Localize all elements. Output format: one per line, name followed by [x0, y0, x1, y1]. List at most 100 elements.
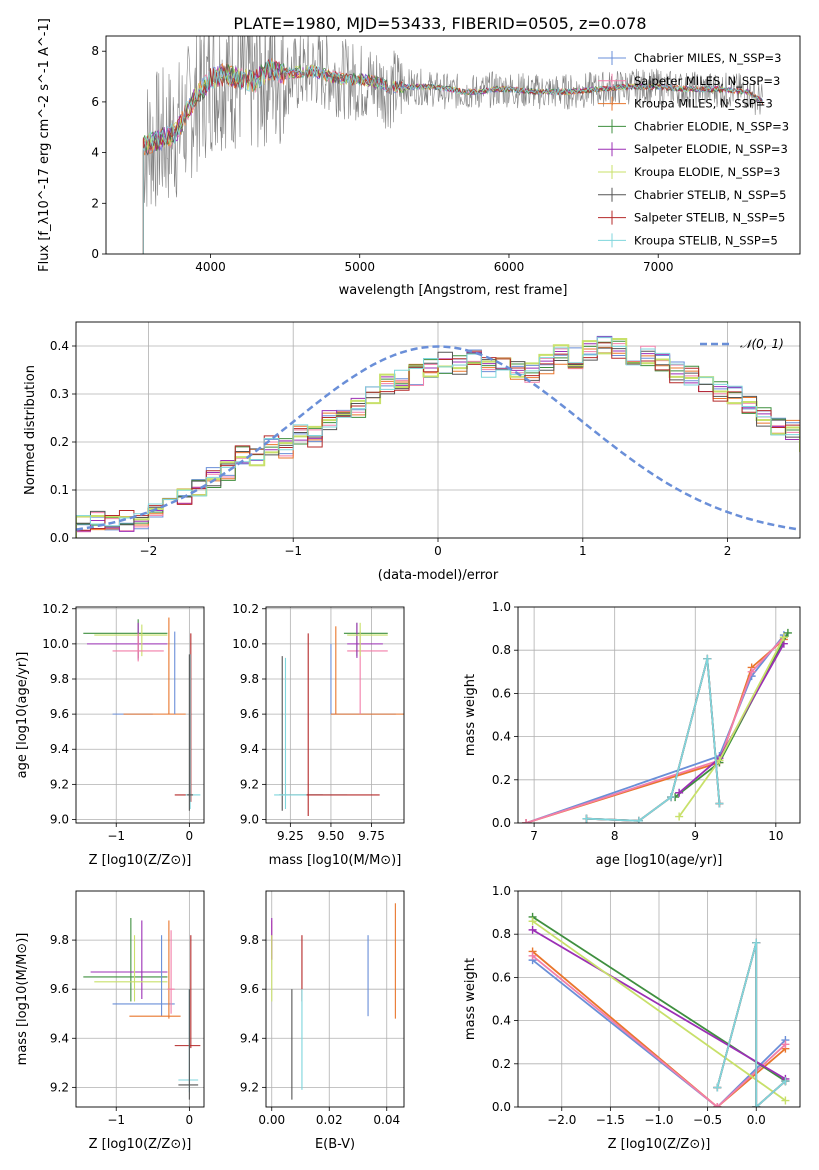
weight-series — [582, 654, 724, 823]
y-tick-label: 0.6 — [492, 970, 511, 984]
x-tick-label: 0.02 — [316, 1113, 343, 1127]
weight-marker — [634, 816, 643, 823]
axes-frame — [517, 890, 801, 1108]
y-tick-label: 9.0 — [240, 812, 259, 826]
axes-frame — [75, 606, 205, 824]
residual-histogram — [76, 343, 800, 538]
legend: Chabrier MILES, N_SSP=3 Salpeter MILES, N… — [598, 51, 789, 248]
x-axis-label: Z [log10(Z/Z⊙)] — [89, 853, 192, 868]
x-axis-label: mass [log10(M/M⊙)] — [269, 853, 402, 868]
x-tick-label: −1.0 — [644, 1113, 673, 1127]
x-tick-label: −1 — [284, 544, 302, 558]
y-tick-label: 1.0 — [492, 884, 511, 898]
y-axis-label: mass weight — [463, 674, 478, 756]
x-tick-label: 4000 — [195, 260, 226, 274]
y-tick-label: 10.0 — [232, 637, 259, 651]
y-tick-label: 9.4 — [50, 1031, 69, 1045]
weight-marker — [752, 1103, 761, 1107]
model-spectrum — [142, 60, 764, 254]
y-tick-label: 0.0 — [492, 816, 511, 830]
weight-marker — [522, 819, 531, 823]
data-point — [86, 622, 168, 660]
y-tick-label: 9.6 — [240, 707, 259, 721]
weight-line — [716, 942, 786, 1107]
legend-label: Kroupa STELIB, N_SSP=5 — [634, 233, 778, 247]
y-tick-label: 10.0 — [42, 637, 69, 651]
legend-label: Chabrier MILES, N_SSP=3 — [634, 51, 781, 65]
y-tick-label: 0 — [91, 247, 99, 261]
x-tick-label: 7 — [530, 829, 538, 843]
residual-histogram — [76, 337, 800, 538]
x-tick-label: 5000 — [344, 260, 375, 274]
weight-marker — [528, 917, 537, 926]
x-tick-label: 10 — [768, 829, 783, 843]
weight-marker — [779, 633, 788, 642]
x-tick-label: 0.0 — [747, 1113, 766, 1127]
y-tick-label: 2 — [91, 196, 99, 210]
residual-histogram — [76, 347, 800, 538]
y-tick-label: 1.0 — [492, 600, 511, 614]
legend-label: Kroupa MILES, N_SSP=3 — [634, 97, 773, 111]
legend-label: 𝒩(0, 1) — [740, 337, 784, 351]
x-tick-label: 9.25 — [277, 829, 304, 843]
axes-frame — [517, 606, 801, 824]
data-point — [129, 920, 181, 1019]
axes-frame — [75, 321, 801, 539]
legend-label: Chabrier STELIB, N_SSP=5 — [634, 188, 786, 202]
y-tick-label: 9.4 — [240, 742, 259, 756]
y-tick-label: 6 — [91, 95, 99, 109]
legend-label: Salpeter STELIB, N_SSP=5 — [634, 211, 785, 225]
y-tick-label: 0.2 — [50, 435, 69, 449]
legend-label: Chabrier ELODIE, N_SSP=3 — [634, 119, 789, 133]
y-tick-label: 0.0 — [492, 1100, 511, 1114]
y-tick-label: 9.2 — [50, 1080, 69, 1094]
y-tick-label: 0.2 — [492, 773, 511, 787]
weight-series — [528, 917, 790, 1105]
plot-area — [76, 335, 800, 538]
data-point — [90, 920, 168, 999]
axes-frame — [105, 35, 801, 255]
weight-marker — [752, 938, 761, 947]
y-tick-label: 9.2 — [50, 777, 69, 791]
weight-line — [532, 920, 786, 1102]
weight-marker — [715, 799, 724, 808]
x-tick-label: 9.50 — [318, 829, 345, 843]
axes-frame — [75, 890, 205, 1108]
plot-area — [274, 622, 404, 816]
weight-marker — [675, 812, 684, 821]
weight-marker — [783, 628, 792, 637]
x-tick-label: −2 — [140, 544, 158, 558]
y-tick-label: 0.8 — [492, 927, 511, 941]
weight-marker — [747, 667, 756, 676]
weight-series — [522, 631, 788, 823]
x-tick-label: 7000 — [643, 260, 674, 274]
weight-marker — [703, 654, 712, 663]
panel-1: 4000 5000 6000 7000 0 2 4 6 8 wavelength [Angstro… — [37, 18, 801, 298]
weight-marker — [528, 925, 537, 934]
y-tick-label: 0.2 — [492, 1057, 511, 1071]
weight-line — [716, 942, 786, 1107]
legend: 𝒩(0, 1) — [700, 337, 784, 351]
weight-line — [532, 929, 786, 1080]
y-tick-label: 9.6 — [50, 982, 69, 996]
plot-area — [522, 628, 792, 823]
x-axis-label: (data-model)/error — [378, 568, 499, 583]
residual-histogram — [76, 340, 800, 538]
data-point — [174, 633, 192, 802]
x-tick-label: −1.5 — [596, 1113, 625, 1127]
data-point — [112, 633, 164, 662]
data-point — [347, 622, 388, 657]
plot-area — [528, 912, 790, 1107]
figure-title: PLATE=1980, MJD=53433, FIBERID=0505, z=0… — [233, 14, 646, 33]
weight-marker — [715, 756, 724, 765]
data-point — [306, 633, 380, 816]
y-tick-label: 9.4 — [50, 742, 69, 756]
y-tick-label: 9.8 — [240, 672, 259, 686]
x-tick-label: 0 — [186, 1113, 194, 1127]
x-tick-label: 9 — [691, 829, 699, 843]
x-tick-label: 8 — [611, 829, 619, 843]
y-tick-label: 9.6 — [50, 707, 69, 721]
x-tick-label: −1 — [107, 829, 125, 843]
plot-area — [83, 617, 201, 811]
